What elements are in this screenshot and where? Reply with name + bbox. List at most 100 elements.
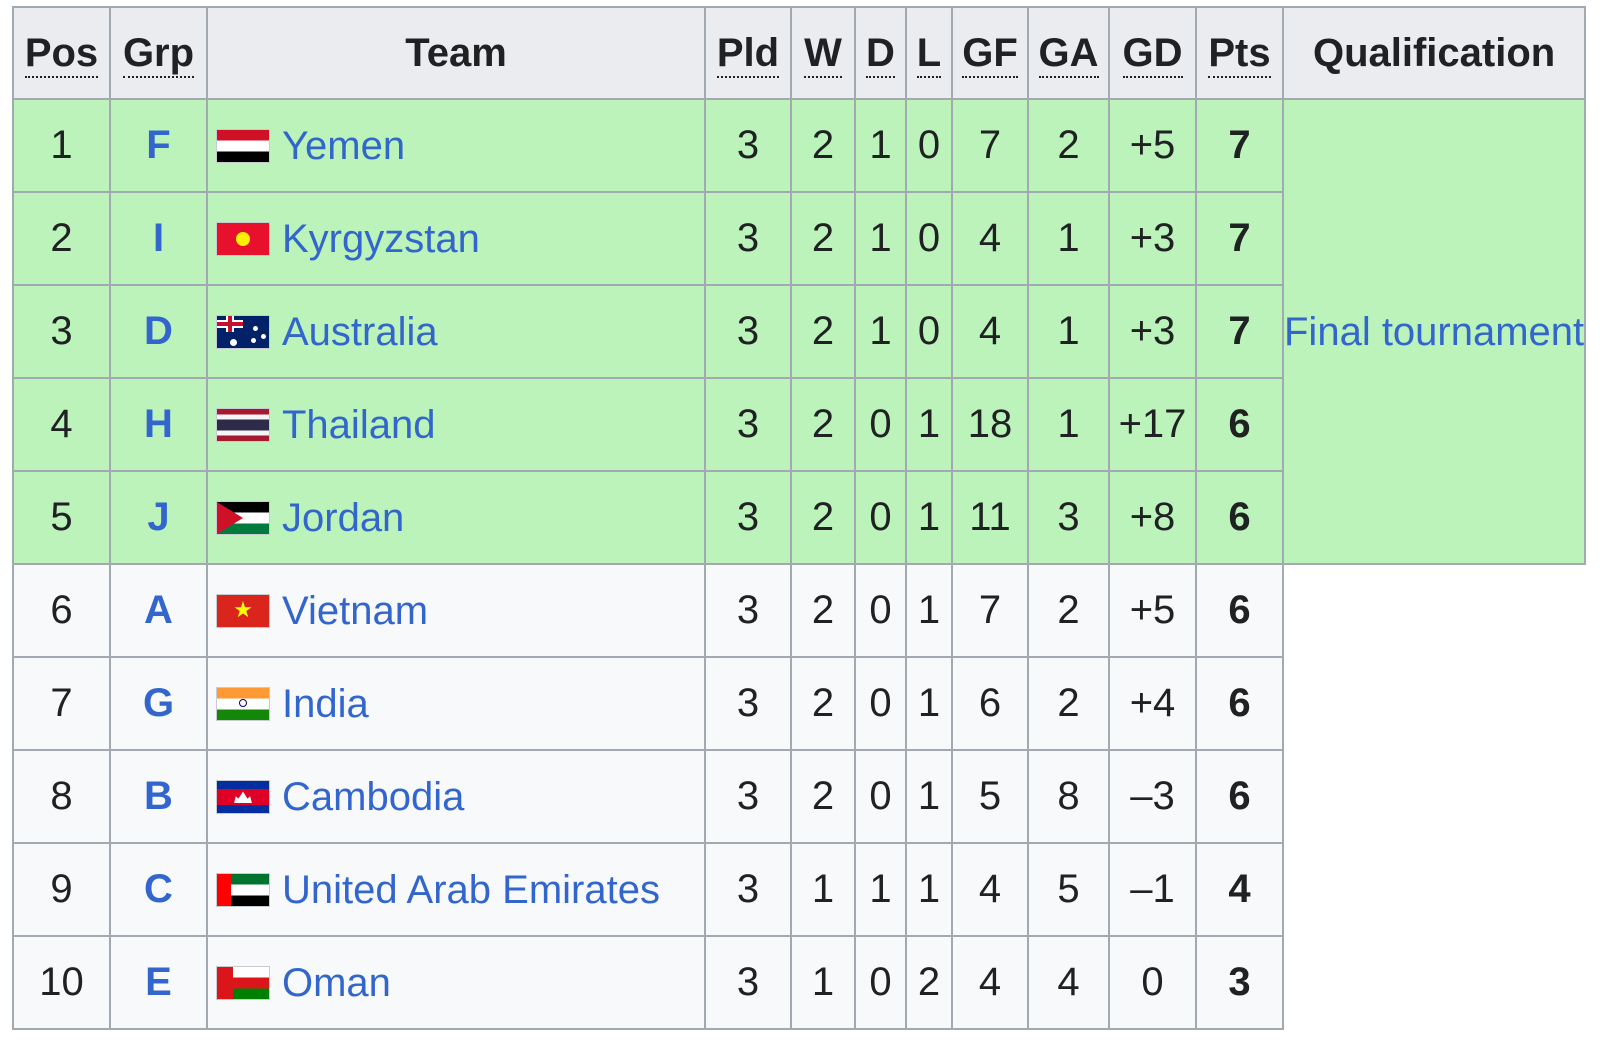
wins-cell: 1 — [790, 935, 856, 1030]
team-link[interactable]: Jordan — [282, 495, 405, 540]
header-pld[interactable]: Pld — [704, 6, 792, 100]
header-gf[interactable]: GF — [951, 6, 1029, 100]
team-link[interactable]: India — [282, 681, 369, 726]
team-link[interactable]: Vietnam — [282, 588, 429, 633]
header-d-label: D — [866, 30, 895, 78]
draws-cell: 1 — [854, 284, 907, 379]
group-link[interactable]: J — [147, 495, 170, 539]
group-link[interactable]: C — [144, 867, 173, 911]
flag-kyrgyzstan-icon — [216, 222, 270, 257]
team-cell: India — [206, 656, 706, 751]
goals-for-cell: 4 — [951, 284, 1029, 379]
wins-cell: 2 — [790, 563, 856, 658]
goal-difference-cell: –1 — [1108, 842, 1197, 937]
wins-cell: 2 — [790, 284, 856, 379]
flag-jordan-icon — [216, 501, 270, 536]
losses-cell: 0 — [905, 191, 953, 286]
pos-cell: 6 — [12, 563, 111, 658]
table-row: 1 F Yemen 3 2 1 0 7 2 +5 7 Final tournament — [12, 98, 1587, 565]
table-row: 9 C United Arab Emirates 3 1 1 1 4 5 –1 4 — [12, 842, 1585, 937]
header-ga[interactable]: GA — [1027, 6, 1110, 100]
goals-for-cell: 11 — [951, 470, 1029, 565]
team-cell: Cambodia — [206, 749, 706, 844]
team-link[interactable]: Kyrgyzstan — [282, 216, 480, 261]
group-link[interactable]: A — [144, 588, 173, 632]
header-l-label: L — [916, 30, 942, 78]
team-link[interactable]: Yemen — [282, 123, 406, 168]
group-link[interactable]: E — [145, 960, 172, 1004]
header-pts[interactable]: Pts — [1195, 6, 1284, 100]
team-cell: Vietnam — [206, 563, 706, 658]
team-cell: Yemen — [206, 98, 706, 193]
played-cell: 3 — [704, 563, 792, 658]
wins-cell: 2 — [790, 377, 856, 472]
group-cell: B — [109, 749, 208, 844]
goals-against-cell: 2 — [1027, 563, 1110, 658]
group-link[interactable]: I — [152, 216, 165, 260]
table-row: 8 B Cambodia 3 2 0 1 5 8 –3 6 — [12, 749, 1585, 844]
team-cell: Australia — [206, 284, 706, 379]
team-cell: United Arab Emirates — [206, 842, 706, 937]
group-link[interactable]: B — [144, 774, 173, 818]
losses-cell: 1 — [905, 749, 953, 844]
header-row: Pos Grp Team Pld W D L GF GA GD Pts Qual… — [12, 6, 1587, 100]
pos-cell: 5 — [12, 470, 111, 565]
goals-for-cell: 7 — [951, 98, 1029, 193]
points-cell: 6 — [1195, 470, 1284, 565]
group-link[interactable]: D — [144, 309, 173, 353]
pos-cell: 1 — [12, 98, 111, 193]
header-pos-label: Pos — [24, 30, 99, 78]
losses-cell: 0 — [905, 98, 953, 193]
goals-for-cell: 4 — [951, 842, 1029, 937]
group-link[interactable]: H — [144, 402, 173, 446]
goals-for-cell: 18 — [951, 377, 1029, 472]
team-link[interactable]: Australia — [282, 309, 438, 354]
goals-for-cell: 4 — [951, 191, 1029, 286]
header-w[interactable]: W — [790, 6, 856, 100]
goals-against-cell: 1 — [1027, 191, 1110, 286]
goal-difference-cell: +4 — [1108, 656, 1197, 751]
goals-for-cell: 6 — [951, 656, 1029, 751]
flag-yemen-icon — [216, 129, 270, 164]
goal-difference-cell: +5 — [1108, 98, 1197, 193]
header-pos[interactable]: Pos — [12, 6, 111, 100]
header-gd[interactable]: GD — [1108, 6, 1197, 100]
group-link[interactable]: F — [146, 123, 171, 167]
flag-cambodia-icon — [216, 780, 270, 815]
pos-cell: 4 — [12, 377, 111, 472]
flag-vietnam-icon — [216, 594, 270, 629]
header-l[interactable]: L — [905, 6, 953, 100]
goal-difference-cell: +17 — [1108, 377, 1197, 472]
qualification-link[interactable]: Final tournament — [1284, 309, 1585, 354]
played-cell: 3 — [704, 470, 792, 565]
team-cell: Kyrgyzstan — [206, 191, 706, 286]
group-cell: E — [109, 935, 208, 1030]
header-pld-label: Pld — [716, 30, 780, 78]
played-cell: 3 — [704, 284, 792, 379]
goals-for-cell: 7 — [951, 563, 1029, 658]
team-link[interactable]: Oman — [282, 960, 391, 1005]
team-cell: Oman — [206, 935, 706, 1030]
draws-cell: 1 — [854, 98, 907, 193]
played-cell: 3 — [704, 191, 792, 286]
header-grp[interactable]: Grp — [109, 6, 208, 100]
header-gf-label: GF — [962, 30, 1018, 78]
wins-cell: 2 — [790, 656, 856, 751]
team-link[interactable]: United Arab Emirates — [282, 867, 660, 912]
losses-cell: 1 — [905, 470, 953, 565]
flag-oman-icon — [216, 966, 270, 1001]
goal-difference-cell: +3 — [1108, 191, 1197, 286]
team-link[interactable]: Thailand — [282, 402, 436, 447]
team-link[interactable]: Cambodia — [282, 774, 465, 819]
flag-australia-icon — [216, 315, 270, 350]
group-link[interactable]: G — [142, 681, 175, 725]
points-cell: 7 — [1195, 284, 1284, 379]
table-row: 2 I Kyrgyzstan 3 2 1 0 4 1 +3 7 — [12, 191, 1585, 286]
pos-cell: 8 — [12, 749, 111, 844]
goals-against-cell: 1 — [1027, 284, 1110, 379]
header-d[interactable]: D — [854, 6, 907, 100]
losses-cell: 1 — [905, 563, 953, 658]
header-grp-label: Grp — [122, 30, 195, 78]
header-qualification: Qualification — [1281, 6, 1587, 100]
group-cell: G — [109, 656, 208, 751]
